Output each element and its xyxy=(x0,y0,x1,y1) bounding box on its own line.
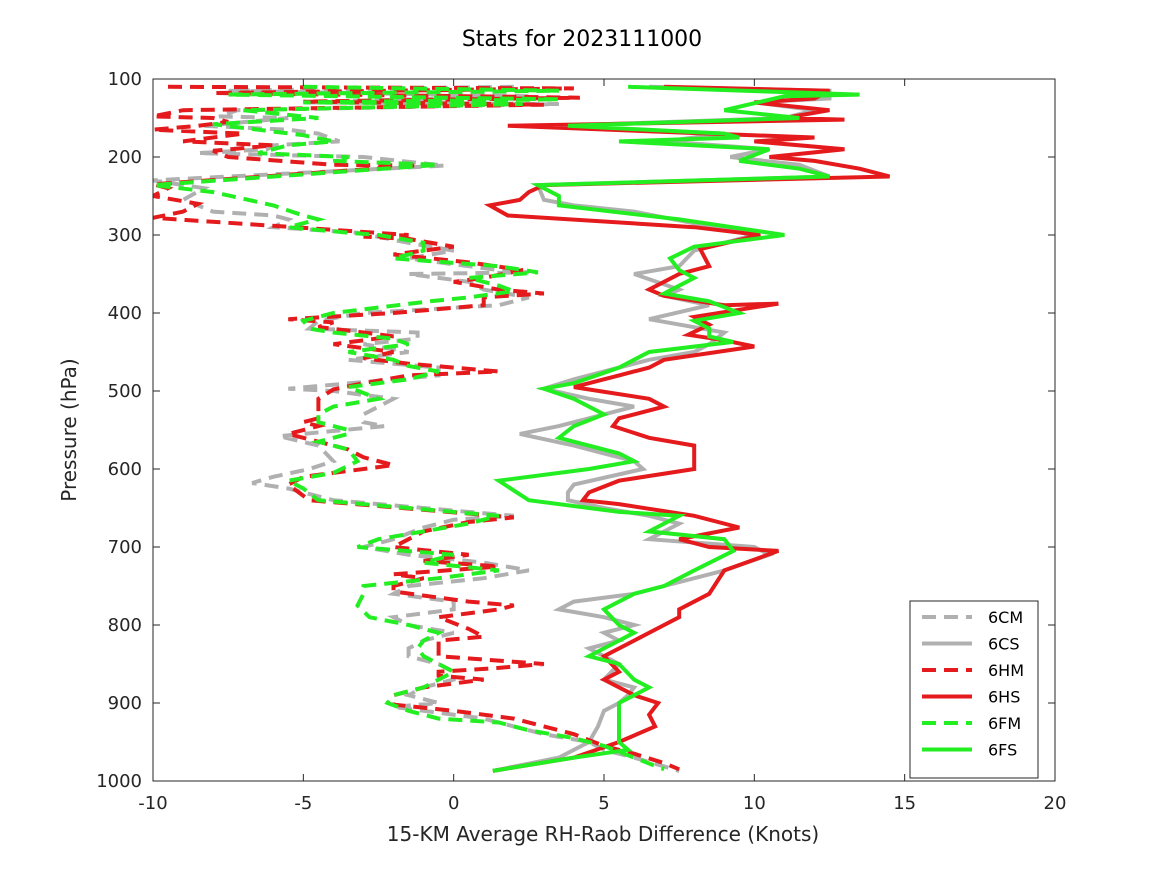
x-axis-label: 15-KM Average RH-Raob Difference (Knots) xyxy=(387,822,819,846)
x-tick-label: 0 xyxy=(448,793,459,814)
x-axis-ticks: -10 -5 0 5 10 15 20 xyxy=(138,79,1066,814)
y-tick-label: 1000 xyxy=(96,771,142,792)
x-tick-label: -10 xyxy=(138,793,167,814)
series-group xyxy=(153,84,891,773)
series-line-6fm xyxy=(153,84,665,772)
x-tick-label: -5 xyxy=(294,793,312,814)
y-tick-label: 900 xyxy=(108,693,142,714)
y-tick-label: 500 xyxy=(108,381,142,402)
y-tick-label: 400 xyxy=(108,303,142,324)
y-tick-label: 800 xyxy=(108,615,142,636)
series-line-6hs xyxy=(483,84,891,773)
chart-title: Stats for 2023111000 xyxy=(462,27,702,52)
x-tick-label: 5 xyxy=(598,793,609,814)
x-tick-label: 10 xyxy=(743,793,766,814)
legend-label-6cm: 6CM xyxy=(988,608,1023,627)
y-axis-ticks: 100 200 300 400 500 600 700 800 900 1000 xyxy=(96,69,1055,792)
y-tick-label: 300 xyxy=(108,225,142,246)
y-tick-label: 100 xyxy=(108,69,142,90)
y-axis-label: Pressure (hPa) xyxy=(57,358,81,501)
y-tick-label: 200 xyxy=(108,147,142,168)
legend-label-6fs: 6FS xyxy=(988,741,1017,760)
legend-label-6fm: 6FM xyxy=(988,714,1021,733)
y-tick-label: 600 xyxy=(108,459,142,480)
legend-label-6hm: 6HM xyxy=(988,661,1024,680)
x-tick-label: 20 xyxy=(1044,793,1067,814)
x-tick-label: 15 xyxy=(893,793,916,814)
legend-label-6hs: 6HS xyxy=(988,688,1020,707)
legend-label-6cs: 6CS xyxy=(988,635,1020,654)
series-line-6fs xyxy=(492,84,860,773)
plot-area xyxy=(152,78,1056,782)
y-tick-label: 700 xyxy=(108,537,142,558)
legend: 6CM 6CS 6HM 6HS 6FM 6FS xyxy=(909,600,1039,779)
series-line-6hm xyxy=(153,84,680,772)
